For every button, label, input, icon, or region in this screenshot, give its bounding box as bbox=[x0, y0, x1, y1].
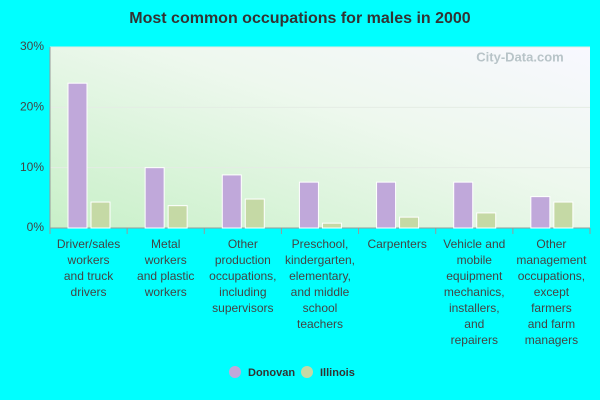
bar bbox=[321, 222, 342, 229]
legend-marker bbox=[301, 366, 313, 378]
x-tick-label: Preschool, kindergarten, elementary, and… bbox=[284, 237, 356, 331]
bar bbox=[298, 181, 319, 229]
bar bbox=[530, 196, 551, 229]
legend-label: Donovan bbox=[248, 367, 295, 379]
watermark: City-Data.com bbox=[476, 49, 563, 64]
x-tick-label: Carpenters bbox=[367, 237, 427, 251]
x-tick-label: Other management occupations, except far… bbox=[516, 237, 587, 347]
y-tick-label: 30% bbox=[20, 39, 44, 53]
bar bbox=[376, 181, 397, 229]
legend-marker bbox=[229, 366, 241, 378]
bar bbox=[453, 181, 474, 229]
bar bbox=[167, 205, 188, 229]
bar bbox=[144, 167, 165, 229]
bar bbox=[399, 216, 420, 229]
bar bbox=[476, 212, 497, 229]
x-tick-label: Metal workers and plastic workers bbox=[137, 237, 195, 299]
bar bbox=[244, 198, 265, 229]
y-tick-label: 20% bbox=[20, 100, 44, 114]
bar bbox=[221, 174, 242, 229]
bar bbox=[90, 201, 111, 229]
chart-title: Most common occupations for males in 200… bbox=[129, 10, 471, 27]
legend-label: Illinois bbox=[320, 367, 355, 379]
bar bbox=[67, 82, 88, 229]
bar bbox=[553, 201, 574, 229]
x-tick-label: Driver/sales workers and truck drivers bbox=[56, 237, 121, 299]
x-tick-label: Vehicle and mobile equipment mechanics, … bbox=[443, 237, 506, 347]
y-tick-label: 0% bbox=[27, 220, 45, 234]
plot-background bbox=[50, 47, 590, 228]
y-tick-label: 10% bbox=[20, 160, 44, 174]
x-tick-label: Other production occupations, including … bbox=[209, 237, 277, 315]
